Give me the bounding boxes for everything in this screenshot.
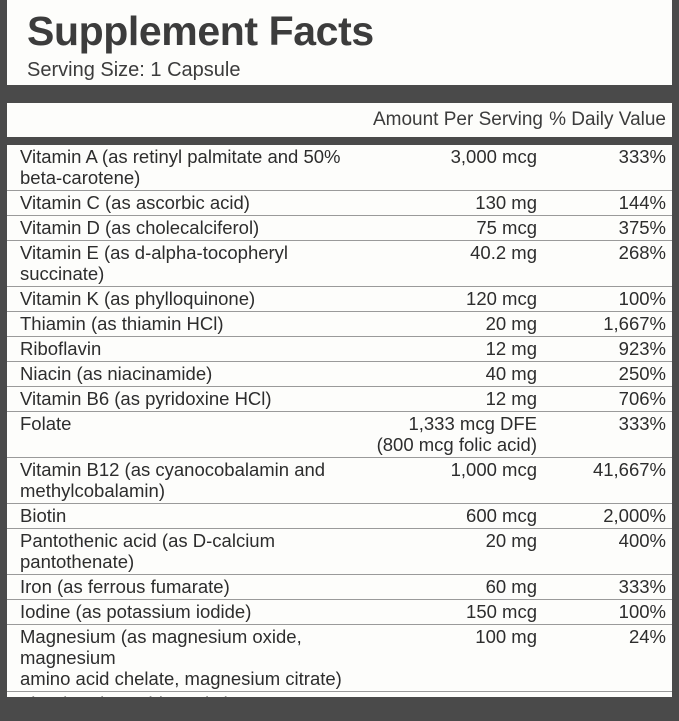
nutrient-name: Vitamin B6 (as pyridoxine HCl): [20, 388, 272, 409]
nutrient-amount: 3,000 mcg: [450, 146, 537, 167]
nutrient-amount: 1,333 mcg DFE (800 mcg folic acid): [376, 413, 537, 455]
nutrient-name: Riboflavin: [20, 338, 102, 359]
table-row: Niacin (as niacinamide) 40 mg 250%: [7, 362, 672, 387]
nutrient-table-body: Vitamin A (as retinyl palmitate and 50% …: [7, 145, 672, 721]
table-row: Folate 1,333 mcg DFE (800 mcg folic acid)…: [7, 412, 672, 458]
nutrient-name: Vitamin B12 (as cyanocobalamin and methy…: [20, 459, 326, 501]
nutrient-name: Vitamin K (as phylloquinone): [20, 288, 256, 309]
nutrient-daily-value: 333%: [618, 576, 666, 597]
nutrient-table: Vitamin A (as retinyl palmitate and 50% …: [7, 145, 672, 721]
nutrient-daily-value: 268%: [618, 242, 666, 263]
title-block: Supplement Facts Serving Size: 1 Capsule: [7, 0, 672, 85]
nutrient-amount: 20 mg: [485, 313, 537, 334]
nutrient-daily-value: 333%: [618, 413, 666, 434]
table-row: Pantothenic acid (as D-calcium pantothen…: [7, 529, 672, 575]
table-row: Vitamin A (as retinyl palmitate and 50% …: [7, 145, 672, 191]
table-row: Biotin 600 mcg 2,000%: [7, 504, 672, 529]
nutrient-amount: 40 mg: [485, 363, 537, 384]
nutrient-amount: 100 mg: [475, 626, 537, 647]
nutrient-name: Iodine (as potassium iodide): [20, 601, 252, 622]
nutrient-amount: 130 mg: [475, 192, 537, 213]
nutrient-daily-value: 706%: [618, 388, 666, 409]
amount-per-serving-header: Amount Per Serving: [372, 109, 543, 130]
divider-thick-bottom: [7, 697, 672, 721]
nutrient-daily-value: 100%: [618, 288, 666, 309]
table-row: Iron (as ferrous fumarate) 60 mg 333%: [7, 575, 672, 600]
nutrient-daily-value: 1,667%: [603, 313, 666, 334]
nutrient-daily-value: 333%: [618, 146, 666, 167]
nutrient-daily-value: 250%: [618, 363, 666, 384]
nutrient-name: Biotin: [20, 505, 67, 526]
nutrient-amount: 150 mcg: [466, 601, 537, 622]
nutrient-amount: 40.2 mg: [470, 242, 537, 263]
divider-thick-mid: [7, 137, 672, 145]
nutrient-name: Vitamin E (as d-alpha-tocopheryl succina…: [20, 242, 289, 284]
table-row: Vitamin D (as cholecalciferol) 75 mcg 375%: [7, 216, 672, 241]
nutrient-daily-value: 400%: [618, 530, 666, 551]
nutrient-amount: 20 mg: [485, 530, 537, 551]
nutrient-name: Vitamin A (as retinyl palmitate and 50% …: [20, 146, 341, 188]
nutrient-amount: 600 mcg: [466, 505, 537, 526]
nutrient-amount: 12 mg: [485, 388, 537, 409]
table-row: Vitamin E (as d-alpha-tocopheryl succina…: [7, 241, 672, 287]
table-row: Vitamin C (as ascorbic acid) 130 mg 144%: [7, 191, 672, 216]
nutrient-amount: 60 mg: [485, 576, 537, 597]
nutrient-daily-value: 41,667%: [592, 459, 666, 480]
nutrient-daily-value: 100%: [618, 601, 666, 622]
nutrient-daily-value: 375%: [618, 217, 666, 238]
daily-value-header: % Daily Value: [549, 109, 666, 130]
nutrient-name: Iron (as ferrous fumarate): [20, 576, 230, 597]
nutrient-daily-value: 24%: [628, 626, 666, 647]
table-row: Vitamin B6 (as pyridoxine HCl) 12 mg 706%: [7, 387, 672, 412]
nutrient-amount: 12 mg: [485, 338, 537, 359]
table-row: Vitamin K (as phylloquinone) 120 mcg 100%: [7, 287, 672, 312]
table-row: Vitamin B12 (as cyanocobalamin and methy…: [7, 458, 672, 504]
nutrient-name: Vitamin D (as cholecalciferol): [20, 217, 260, 238]
nutrient-name: Magnesium (as magnesium oxide, magnesium…: [20, 626, 342, 689]
nutrient-daily-value: 2,000%: [603, 505, 666, 526]
nutrient-name: Thiamin (as thiamin HCl): [20, 313, 224, 334]
nutrient-amount: 1,000 mcg: [450, 459, 537, 480]
nutrient-daily-value: 144%: [618, 192, 666, 213]
nutrient-name: Niacin (as niacinamide): [20, 363, 213, 384]
table-row: Riboflavin 12 mg 923%: [7, 337, 672, 362]
nutrient-amount: 75 mcg: [476, 217, 537, 238]
table-row: Iodine (as potassium iodide) 150 mcg 100%: [7, 600, 672, 625]
divider-thick-top: [7, 85, 672, 103]
table-row: Magnesium (as magnesium oxide, magnesium…: [7, 625, 672, 692]
nutrient-name: Vitamin C (as ascorbic acid): [20, 192, 250, 213]
column-header-row: Amount Per Serving % Daily Value: [7, 103, 672, 137]
nutrient-daily-value: 923%: [618, 338, 666, 359]
nutrient-name: Folate: [20, 413, 72, 434]
nutrient-name: Pantothenic acid (as D-calcium pantothen…: [20, 530, 275, 572]
nutrient-amount: 120 mcg: [466, 288, 537, 309]
serving-size-text: Serving Size: 1 Capsule: [27, 59, 241, 81]
table-row: Thiamin (as thiamin HCl) 20 mg 1,667%: [7, 312, 672, 337]
page-title: Supplement Facts: [27, 8, 374, 54]
